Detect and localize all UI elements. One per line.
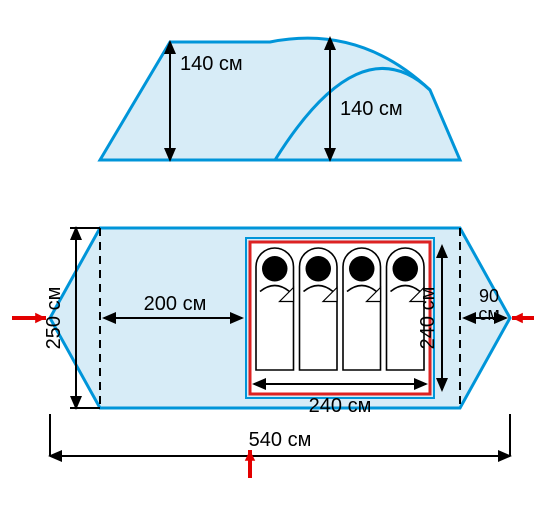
side-view: 140 см 140 см — [100, 38, 460, 160]
sleeping-bag — [300, 248, 338, 370]
tent-side-outline — [100, 38, 460, 160]
label-540: 540 см — [249, 429, 312, 451]
label-240w: 240 см — [309, 395, 372, 417]
label-200: 200 см — [144, 293, 207, 315]
top-view: 250 см 200 см 240 см 240 см 90см 540 см — [12, 228, 534, 478]
label-90: 90см — [478, 286, 499, 324]
label-240h: 240 см — [417, 287, 439, 350]
label-250: 250 см — [43, 287, 65, 350]
sleeping-bag — [343, 248, 381, 370]
label-side-outer: 140 см — [180, 53, 243, 75]
sleeping-bag — [256, 248, 294, 370]
label-side-inner: 140 см — [340, 98, 403, 120]
